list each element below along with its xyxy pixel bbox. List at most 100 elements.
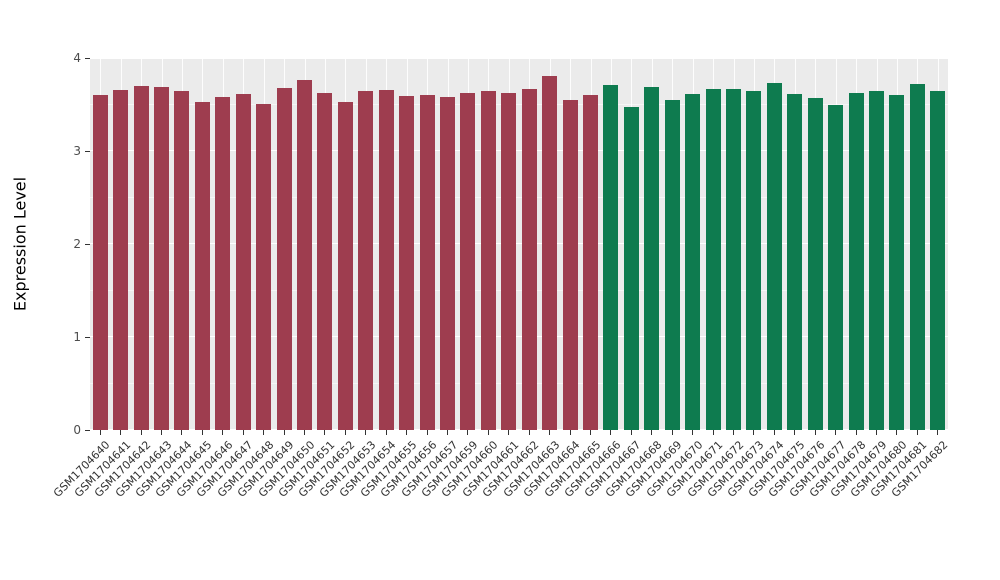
x-tick-mark: [426, 430, 428, 435]
bar-GSM1704641: [113, 89, 129, 430]
bar-GSM1704649: [276, 87, 292, 430]
x-tick-mark: [733, 430, 734, 435]
x-tick-mark: [630, 430, 632, 435]
bar-GSM1704654: [378, 89, 394, 430]
bar-GSM1704640: [92, 95, 108, 430]
y-tick-label: 2: [73, 237, 81, 251]
x-tick-mark: [467, 430, 469, 435]
bar-GSM1704651: [317, 93, 333, 430]
bar-GSM1704674: [766, 83, 782, 430]
x-tick-mark: [181, 430, 183, 435]
y-axis-title: Expression Level: [10, 176, 30, 312]
x-tick-mark: [814, 430, 816, 435]
x-tick-mark: [569, 430, 571, 435]
bar-GSM1704676: [807, 98, 823, 430]
x-tick-mark: [549, 430, 551, 435]
x-tick-mark: [161, 430, 162, 435]
x-tick-mark: [671, 430, 673, 435]
bar-GSM1704653: [358, 91, 374, 430]
y-tick-mark: [85, 429, 90, 431]
gridline-major: [90, 150, 948, 151]
x-tick-mark: [590, 430, 591, 435]
bar-GSM1704643: [153, 86, 170, 430]
x-tick-mark: [222, 430, 224, 435]
gridline-major: [90, 243, 948, 244]
gridline-major: [90, 58, 948, 59]
x-tick-mark: [876, 430, 877, 435]
x-tick-mark: [528, 430, 530, 435]
x-tick-mark: [99, 430, 101, 435]
bar-GSM1704642: [133, 85, 149, 430]
bar-GSM1704663: [542, 75, 558, 430]
bar-GSM1704668: [644, 86, 660, 430]
bar-GSM1704652: [337, 101, 353, 430]
bar-GSM1704645: [194, 101, 210, 430]
x-tick-mark: [140, 430, 142, 435]
bar-GSM1704664: [562, 99, 578, 430]
x-tick-mark: [406, 430, 408, 435]
x-tick-mark: [835, 430, 837, 435]
bar-GSM1704671: [705, 88, 721, 430]
bar-GSM1704679: [868, 90, 885, 430]
x-tick-mark: [937, 430, 939, 435]
bar-GSM1704650: [296, 80, 313, 430]
bar-GSM1704669: [664, 99, 680, 430]
gridline-minor: [90, 289, 948, 291]
x-tick-mark: [304, 430, 305, 435]
gridline-minor: [90, 382, 948, 384]
x-tick-mark: [385, 430, 387, 435]
x-tick-mark: [344, 430, 346, 435]
bar-GSM1704659: [460, 93, 476, 430]
gridline-major: [90, 336, 948, 337]
y-tick-label: 0: [73, 423, 81, 437]
bar-GSM1704648: [256, 103, 272, 430]
x-tick-mark: [773, 430, 775, 435]
gridline-minor: [90, 196, 948, 198]
bar-GSM1704662: [521, 88, 537, 430]
x-tick-mark: [120, 430, 122, 435]
y-tick-label: 4: [73, 51, 81, 65]
bar-GSM1704667: [623, 107, 639, 430]
x-tick-mark: [487, 430, 489, 435]
x-tick-mark: [896, 430, 898, 435]
gridline-major: [90, 429, 948, 430]
x-tick-mark: [447, 430, 448, 435]
bar-GSM1704661: [501, 93, 517, 430]
x-tick-mark: [712, 430, 714, 435]
x-tick-mark: [242, 430, 244, 435]
bar-GSM1704677: [828, 104, 844, 430]
y-tick-label: 3: [73, 144, 81, 158]
x-tick-mark: [201, 430, 203, 435]
bar-GSM1704675: [787, 94, 803, 430]
bar-GSM1704656: [419, 95, 435, 430]
bar-GSM1704682: [930, 91, 946, 430]
y-tick-mark: [85, 150, 90, 152]
y-tick-label: 1: [73, 330, 81, 344]
bar-GSM1704680: [889, 95, 905, 430]
bar-GSM1704678: [848, 93, 864, 430]
x-tick-mark: [855, 430, 857, 435]
bar-GSM1704666: [603, 84, 619, 430]
bar-GSM1704646: [215, 97, 231, 430]
x-tick-mark: [365, 430, 367, 435]
bar-GSM1704647: [235, 94, 251, 430]
bar-GSM1704665: [582, 95, 599, 430]
plot-panel: [90, 58, 948, 430]
bar-GSM1704681: [909, 84, 925, 430]
bar-GSM1704657: [439, 97, 456, 430]
x-tick-mark: [916, 430, 918, 435]
bar-GSM1704655: [399, 96, 415, 430]
bar-GSM1704644: [174, 90, 190, 430]
x-tick-mark: [610, 430, 612, 435]
y-tick-mark: [85, 336, 90, 338]
bar-GSM1704670: [685, 94, 701, 430]
x-tick-mark: [283, 430, 285, 435]
x-tick-mark: [508, 430, 510, 435]
bar-GSM1704660: [480, 90, 496, 430]
x-tick-mark: [651, 430, 653, 435]
gridline-minor: [90, 103, 948, 105]
x-tick-mark: [692, 430, 694, 435]
bar-GSM1704673: [746, 90, 762, 430]
y-tick-mark: [85, 243, 90, 245]
